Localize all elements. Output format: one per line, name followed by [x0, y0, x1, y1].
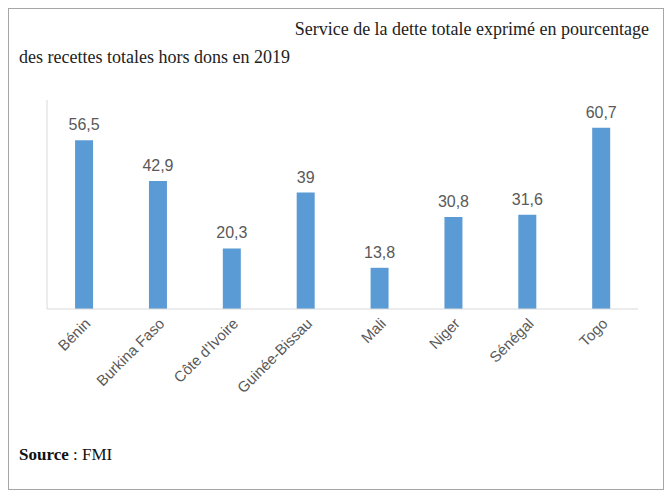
svg-text:Togo: Togo — [576, 315, 611, 350]
html-text:Service de la dette totale exp: Service de la dette totale exprimé en po… — [294, 19, 649, 39]
svg-text:Côte d'Ivoire: Côte d'Ivoire — [170, 315, 241, 386]
svg-text:56,5: 56,5 — [69, 116, 100, 133]
svg-text:Burkina Faso: Burkina Faso — [93, 315, 168, 390]
svg-text:13,8: 13,8 — [364, 244, 395, 261]
svg-text:20,3: 20,3 — [216, 224, 247, 241]
svg-text:42,9: 42,9 — [142, 157, 173, 174]
svg-text:Bénin: Bénin — [54, 315, 93, 354]
svg-text:Mali: Mali — [358, 315, 389, 346]
svg-text:60,7: 60,7 — [586, 104, 617, 121]
html-text:des recettes totales hors dons: des recettes totales hors dons en 2019 — [19, 47, 290, 67]
svg-text:39: 39 — [297, 169, 315, 186]
svg-text:31,6: 31,6 — [512, 191, 543, 208]
svg-text:Sénégal: Sénégal — [486, 315, 537, 366]
svg-text:30,8: 30,8 — [438, 193, 469, 210]
html-text:Source: FMI: Source: FMI — [19, 445, 113, 464]
svg-text:Guinée-Bissau: Guinée-Bissau — [234, 315, 316, 397]
svg-text:Niger: Niger — [426, 315, 463, 352]
